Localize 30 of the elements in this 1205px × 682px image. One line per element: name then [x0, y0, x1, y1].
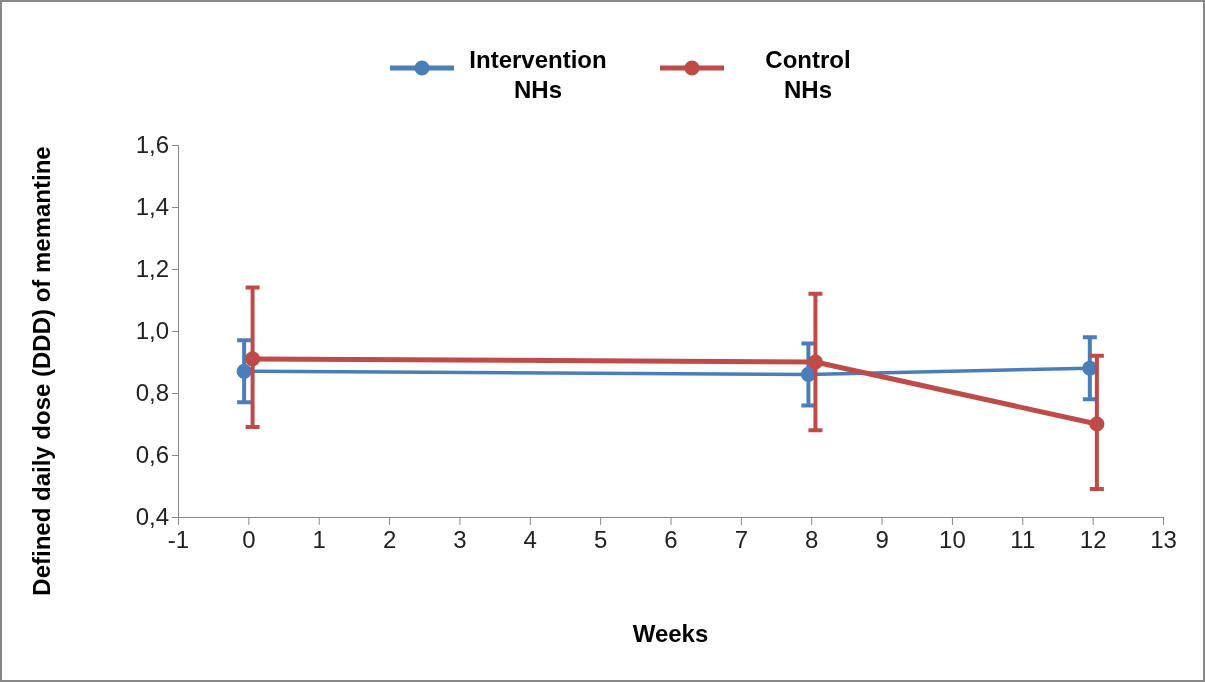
x-tick-label: 2	[382, 526, 397, 554]
x-tick-label: 1	[312, 526, 326, 554]
y-tick-label: 1,0	[135, 317, 169, 345]
x-tick-label: 11	[1010, 526, 1036, 554]
x-tick-label: 7	[734, 526, 749, 554]
legend-label: Control NHs	[765, 46, 851, 103]
x-tick-label: 10	[939, 526, 966, 554]
x-tick-label: 6	[664, 526, 678, 554]
legend-label: Intervention NHs	[469, 46, 607, 103]
y-tick-label: 1,6	[135, 131, 169, 159]
x-tick-label: 12	[1079, 526, 1107, 554]
point	[245, 351, 261, 367]
x-tick-label: 3	[453, 526, 467, 554]
x-tick-label: 5	[593, 526, 608, 554]
x-axis-title: Weeks	[632, 620, 709, 647]
x-tick-label: 0	[242, 526, 256, 554]
y-tick-label: 0,6	[135, 441, 169, 469]
y-tick-label: 1,2	[135, 255, 169, 283]
point	[807, 354, 823, 370]
x-tick-label: 8	[805, 526, 819, 554]
y-tick-label: 0,4	[135, 503, 169, 531]
x-tick-label: 4	[523, 526, 537, 554]
point	[1089, 416, 1105, 432]
y-tick-label: 1,4	[135, 193, 169, 221]
y-tick-label: 0,8	[135, 379, 169, 407]
x-tick-label: 13	[1150, 526, 1177, 554]
x-tick-label: -1	[167, 526, 190, 554]
x-tick-label: 9	[875, 526, 889, 554]
point	[236, 363, 252, 379]
y-axis-title: Defined daily dose (DDD) of memantine	[28, 146, 55, 596]
